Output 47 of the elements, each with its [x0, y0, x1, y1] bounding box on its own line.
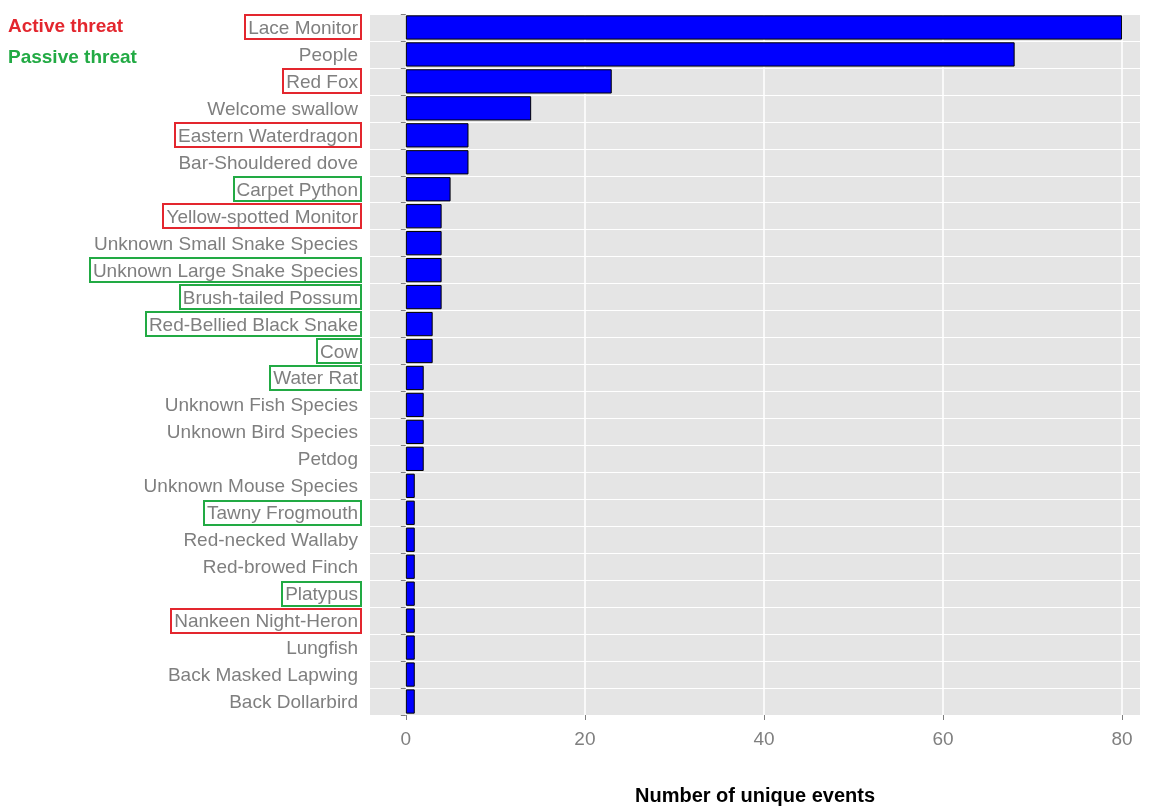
x-tick-label: 20	[574, 728, 596, 749]
bar	[405, 365, 424, 391]
y-tick-label: Petdog	[297, 448, 358, 470]
bar	[405, 231, 442, 256]
bar	[405, 42, 1015, 67]
bar	[405, 177, 451, 202]
y-tick-label: Unknown Fish Species	[164, 394, 358, 416]
y-tick-label: Unknown Mouse Species	[143, 475, 358, 497]
bar	[405, 446, 424, 471]
y-tick-label: People	[298, 43, 358, 65]
bar	[405, 258, 442, 283]
x-axis-title: Number of unique events	[634, 784, 876, 806]
y-tick-label: Red-browed Finch	[202, 556, 358, 578]
x-tick-label: 40	[753, 728, 775, 749]
bar	[405, 554, 415, 579]
text: Passive threat	[8, 46, 138, 67]
bar	[405, 527, 415, 552]
bar	[405, 15, 1123, 40]
y-tick-label: Lungfish	[286, 637, 358, 659]
bar	[405, 419, 424, 445]
x-tick-label: 80	[1111, 728, 1133, 749]
bar	[405, 284, 442, 310]
bar	[405, 608, 415, 633]
bar	[405, 96, 532, 121]
bar	[405, 581, 415, 606]
y-tick-label: Unknown Small Snake Species	[93, 232, 358, 254]
y-tick-label: Welcome swallow	[207, 97, 359, 119]
bar	[405, 662, 415, 687]
bar	[405, 311, 433, 337]
bar	[405, 635, 415, 660]
bar	[405, 500, 415, 525]
text: Active threat	[8, 15, 124, 36]
bar	[405, 69, 612, 94]
y-tick-label: Back Masked Lapwing	[167, 664, 358, 686]
y-tick-label: Back Dollarbird	[229, 691, 358, 713]
y-tick-label: Unknown Bird Species	[166, 421, 358, 443]
x-tick-label: 0	[400, 728, 412, 749]
y-tick-label: Bar-Shouldered dove	[178, 151, 358, 173]
bar	[405, 150, 469, 175]
bar	[405, 123, 469, 148]
bar	[405, 204, 442, 229]
y-tick-label: Red-necked Wallaby	[183, 529, 359, 551]
bar	[405, 392, 424, 418]
bar	[405, 689, 415, 714]
x-tick-label: 60	[932, 728, 954, 749]
bar	[405, 338, 433, 364]
bar	[405, 473, 415, 498]
